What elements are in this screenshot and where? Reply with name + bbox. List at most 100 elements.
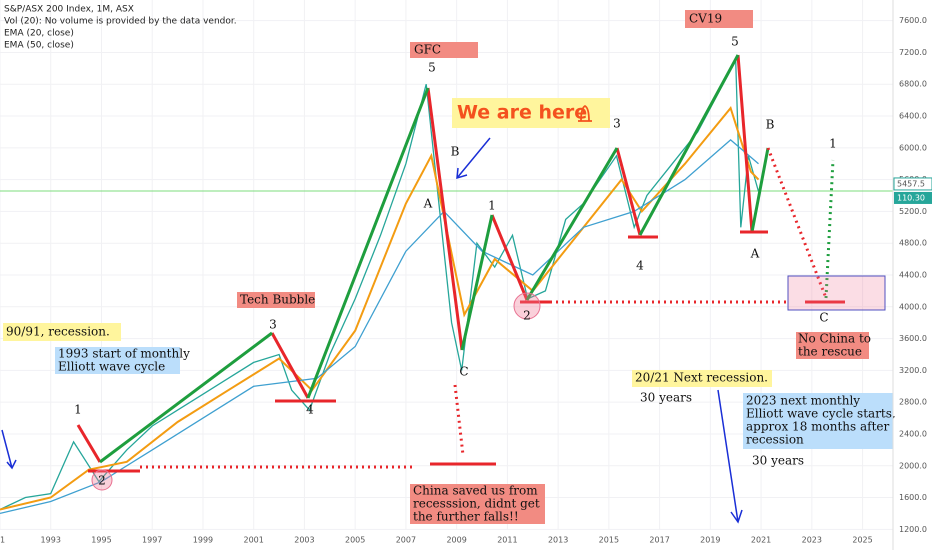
label: Elliott wave cycle: [58, 360, 165, 374]
price-tag: [894, 191, 932, 204]
label: Elliott wave cycle starts,: [746, 407, 896, 421]
countdown-label: 110.30: [897, 193, 925, 202]
wave-label: C: [819, 311, 828, 325]
wave-label: 5: [731, 35, 739, 49]
wave-label: 1: [74, 403, 82, 417]
box: [743, 393, 893, 449]
target-box: [787, 275, 886, 311]
y-tick-label: 3200.0: [899, 366, 927, 375]
x-tick-label: 91: [0, 536, 5, 545]
x-tick-label: 2011: [497, 536, 517, 545]
label: We are here: [457, 102, 587, 124]
x-tick-label: 2001: [244, 536, 264, 545]
label: No China to: [798, 332, 871, 346]
wave-label: 3: [613, 117, 621, 131]
x-tick-label: 2023: [802, 536, 822, 545]
wave-down: [76, 54, 754, 463]
wave-label: 1: [829, 137, 837, 151]
annotations: GFC CV19 We are here Tech Bubble 90/91, …: [3, 10, 896, 524]
axis: 1200.01600.02000.02400.02800.03200.03600…: [0, 16, 932, 545]
y-tick-label: 1200.0: [899, 525, 927, 534]
wave-label: 3: [269, 318, 277, 332]
box: [452, 98, 610, 128]
dotted-path: [140, 147, 828, 469]
wave-label: 4: [306, 403, 314, 417]
y-tick-label: 2800.0: [899, 398, 927, 407]
y-tick-label: 2000.0: [899, 461, 927, 470]
wave-label: B: [451, 145, 460, 159]
plot: [0, 57, 760, 515]
x-tick-label: 2015: [599, 536, 619, 545]
wave-label: B: [766, 118, 775, 132]
bell-icon: [578, 104, 592, 122]
header: S&P/ASX 200 Index, 1M, ASX Vol (20): No …: [4, 5, 237, 51]
grid: [0, 0, 893, 530]
label: 1993 start of monthly: [58, 347, 190, 361]
label: the further falls!!: [413, 510, 519, 524]
drawings: [1, 54, 886, 524]
y-tick-label: 4000.0: [899, 302, 927, 311]
box: [685, 10, 753, 28]
wave-label: A: [750, 247, 760, 261]
y-tick-label: 3600.0: [899, 334, 927, 343]
wave-label: 5: [428, 61, 436, 75]
x-tick-label: 1995: [91, 536, 111, 545]
chart-title: S&P/ASX 200 Index, 1M, ASX: [4, 5, 134, 15]
x-tick-label: 1993: [41, 536, 61, 545]
y-tick-label: 6800.0: [899, 80, 927, 89]
label: approx 18 months after: [746, 420, 890, 434]
legend-line: Vol (20): No volume is provided by the d…: [4, 17, 237, 27]
label: recesssion, didnt get: [413, 497, 540, 511]
wave-label: 4: [636, 259, 644, 273]
box: [410, 484, 545, 524]
series-line: [0, 139, 759, 515]
label: Tech Bubble: [240, 293, 315, 307]
wave-label: 2: [523, 309, 531, 323]
series-line: [0, 57, 760, 511]
y-tick-label: 7600.0: [899, 16, 927, 25]
arrow: [1, 137, 743, 524]
price-tag: [893, 177, 932, 191]
box: [55, 347, 180, 374]
box: [237, 292, 315, 308]
y-tick-label: 6400.0: [899, 112, 927, 121]
wave-label: A: [423, 197, 433, 211]
x-tick-label: 2007: [396, 536, 416, 545]
wave-label: 1: [488, 199, 496, 213]
y-tick-label: 4400.0: [899, 271, 927, 280]
legend-line: EMA (50, close): [4, 41, 74, 51]
x-tick-label: 2013: [548, 536, 568, 545]
label: 30 years: [752, 454, 804, 468]
x-tick-label: 2025: [852, 536, 872, 545]
label: 20/21 Next recession.: [635, 371, 768, 385]
x-tick-label: 2021: [751, 536, 771, 545]
y-tick-label: 1600.0: [899, 493, 927, 502]
wave-up: [99, 54, 770, 464]
label: the rescue: [798, 345, 862, 359]
box: [410, 42, 478, 58]
box: [632, 370, 772, 387]
support-line: [88, 230, 845, 473]
x-tick-label: 2003: [294, 536, 314, 545]
label: China saved us from: [413, 484, 538, 498]
label: recession: [746, 433, 804, 447]
box: [3, 323, 121, 341]
x-tick-label: 1999: [193, 536, 213, 545]
wave-label: 2: [98, 474, 106, 488]
x-tick-label: 2019: [700, 536, 720, 545]
wave-labels: 1 2 3 4 5 A B C 1 2 3 4 5 A B C 1: [74, 35, 837, 488]
y-tick-label: 2400.0: [899, 429, 927, 438]
series-line: [0, 106, 760, 511]
y-tick-label: 4800.0: [899, 239, 927, 248]
label: 90/91, recession.: [6, 325, 110, 339]
y-tick-label: 7200.0: [899, 48, 927, 57]
circle: [513, 292, 541, 320]
label: 30 years: [640, 391, 692, 405]
x-tick-label: 2009: [446, 536, 466, 545]
label: CV19: [689, 12, 722, 26]
label: GFC: [414, 43, 441, 57]
y-tick-label: 6000.0: [899, 143, 927, 152]
y-tick-label: 5200.0: [899, 207, 927, 216]
circle: [91, 469, 113, 491]
